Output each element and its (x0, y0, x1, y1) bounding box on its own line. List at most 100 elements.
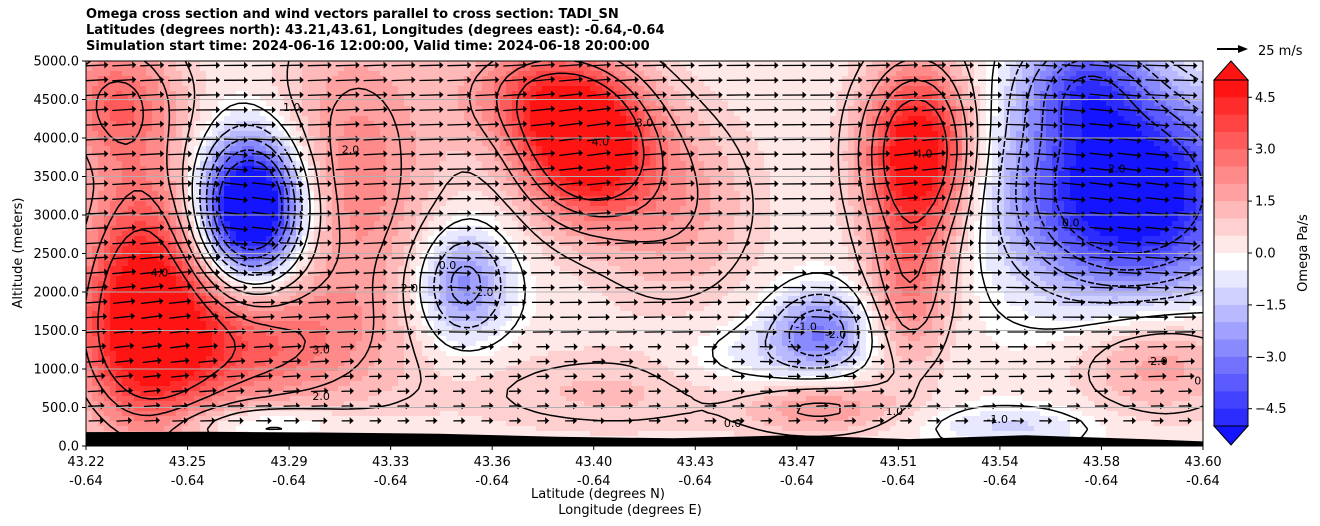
omega-cell (188, 261, 195, 267)
omega-cell (440, 176, 447, 182)
omega-cell (416, 126, 423, 132)
omega-cell (218, 121, 225, 127)
omega-cell (338, 66, 345, 72)
omega-cell (344, 96, 351, 102)
omega-cell (218, 291, 225, 297)
omega-cell (128, 401, 135, 407)
omega-cell (122, 246, 129, 252)
omega-cell (98, 206, 105, 212)
omega-cell (86, 116, 93, 122)
omega-cell (248, 216, 255, 222)
omega-cell (260, 306, 267, 312)
omega-cell (272, 401, 279, 407)
omega-cell (206, 421, 213, 427)
omega-cell (272, 176, 279, 182)
omega-cell (272, 121, 279, 127)
omega-cell (146, 136, 153, 142)
omega-cell (284, 121, 291, 127)
omega-cell (440, 411, 447, 417)
omega-cell (254, 326, 261, 332)
omega-cell (308, 136, 315, 142)
omega-cell (368, 61, 375, 67)
omega-cell (470, 211, 477, 217)
omega-cell (278, 376, 285, 382)
omega-cell (302, 386, 309, 392)
omega-cell (332, 276, 339, 282)
omega-cell (134, 106, 141, 112)
omega-cell (470, 126, 477, 132)
omega-cell (152, 301, 159, 307)
omega-cell (146, 81, 153, 87)
omega-cell (470, 176, 477, 182)
omega-cell (350, 391, 357, 397)
omega-cell (422, 236, 429, 242)
omega-cell (464, 191, 471, 197)
omega-cell (212, 121, 219, 127)
omega-cell (452, 406, 459, 412)
omega-cell (140, 176, 147, 182)
omega-cell (158, 206, 165, 212)
omega-cell (158, 326, 165, 332)
omega-cell (104, 316, 111, 322)
omega-cell (350, 271, 357, 277)
omega-cell (452, 391, 459, 397)
omega-cell (194, 341, 201, 347)
omega-cell (314, 111, 321, 117)
omega-cell (338, 191, 345, 197)
omega-cell (434, 316, 441, 322)
omega-cell (344, 266, 351, 272)
omega-cell (392, 386, 399, 392)
omega-cell (188, 76, 195, 82)
omega-cell (86, 111, 93, 117)
omega-cell (152, 171, 159, 177)
omega-cell (218, 386, 225, 392)
omega-cell (176, 246, 183, 252)
omega-cell (110, 206, 117, 212)
omega-cell (116, 61, 123, 67)
omega-cell (116, 126, 123, 132)
omega-cell (440, 221, 447, 227)
omega-cell (422, 396, 429, 402)
omega-cell (278, 91, 285, 97)
omega-cell (404, 276, 411, 282)
omega-cell (158, 406, 165, 412)
omega-cell (470, 96, 477, 102)
omega-cell (380, 146, 387, 152)
omega-cell (296, 371, 303, 377)
omega-cell (182, 356, 189, 362)
omega-cell (254, 406, 261, 412)
omega-cell (338, 156, 345, 162)
omega-cell (446, 311, 453, 317)
omega-cell (374, 326, 381, 332)
omega-cell (92, 356, 99, 362)
omega-cell (320, 86, 327, 92)
omega-cell (224, 226, 231, 232)
omega-cell (344, 286, 351, 292)
omega-cell (452, 146, 459, 152)
omega-cell (278, 301, 285, 307)
omega-cell (86, 321, 93, 327)
omega-cell (356, 211, 363, 217)
omega-cell (188, 396, 195, 402)
omega-cell (392, 61, 399, 67)
omega-cell (128, 116, 135, 122)
omega-cell (452, 91, 459, 97)
omega-cell (194, 81, 201, 87)
omega-cell (290, 116, 297, 122)
omega-cell (392, 286, 399, 292)
omega-cell (158, 386, 165, 392)
omega-cell (302, 81, 309, 87)
omega-cell (284, 351, 291, 357)
omega-cell (296, 391, 303, 397)
omega-cell (296, 396, 303, 402)
omega-cell (212, 256, 219, 262)
omega-cell (128, 286, 135, 292)
omega-cell (260, 296, 267, 302)
omega-cell (188, 296, 195, 302)
omega-cell (152, 286, 159, 292)
omega-cell (320, 266, 327, 272)
omega-cell (362, 111, 369, 117)
omega-cell (236, 96, 243, 102)
omega-cell (260, 156, 267, 162)
omega-cell (314, 146, 321, 152)
